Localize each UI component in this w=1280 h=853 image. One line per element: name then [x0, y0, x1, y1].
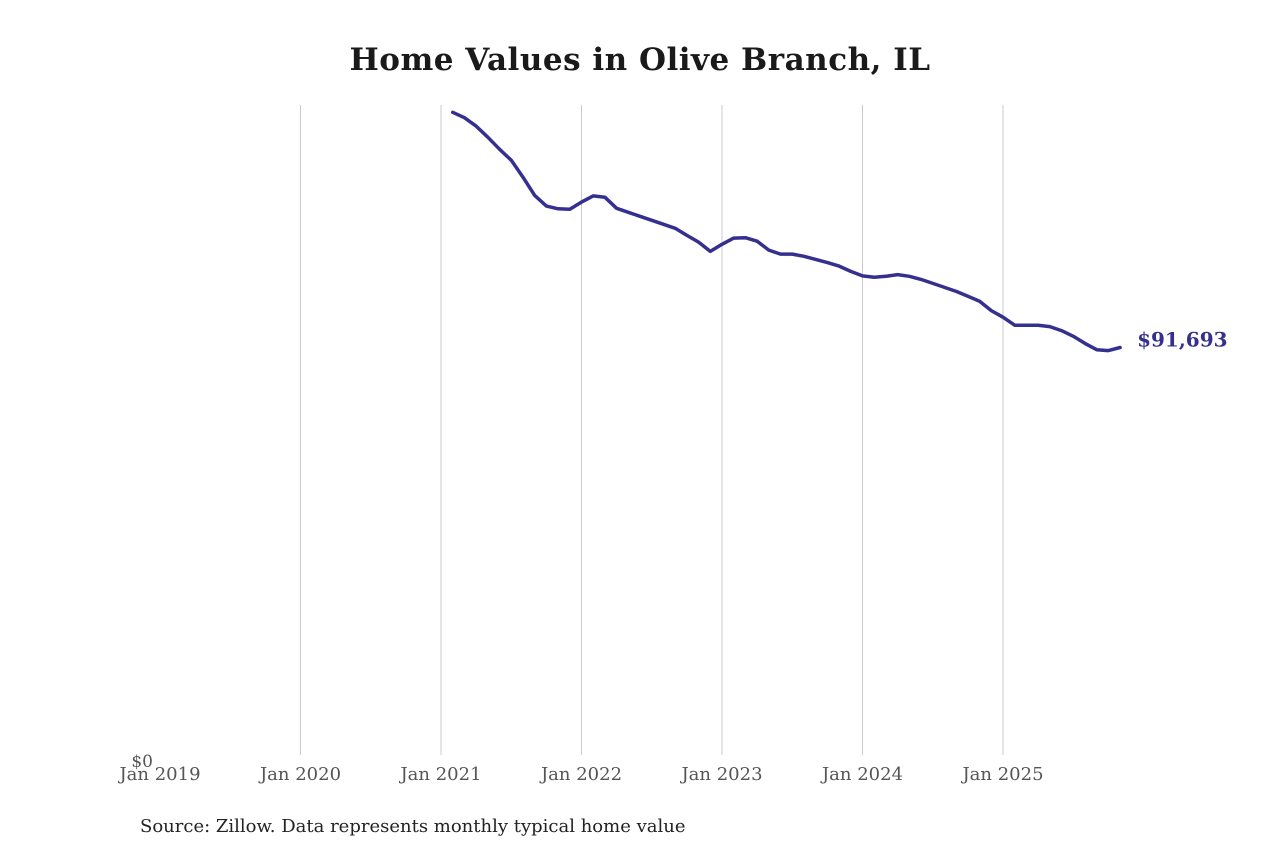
x-tick-label-2021: Jan 2021	[398, 764, 481, 785]
source-note: Source: Zillow. Data represents monthly …	[140, 816, 686, 837]
price-end-label: $91,693	[1137, 327, 1227, 351]
y-zero-label: $0	[131, 752, 153, 772]
x-tick-label-2020: Jan 2020	[258, 764, 341, 785]
x-tick-label-2022: Jan 2022	[539, 764, 622, 785]
x-tick-label-2024: Jan 2024	[820, 764, 903, 785]
home-value-line	[450, 110, 1122, 353]
x-tick-label-2023: Jan 2023	[679, 764, 762, 785]
chart-title: Home Values in Olive Branch, IL	[349, 42, 931, 78]
x-tick-label-2019: Jan 2019	[117, 764, 200, 785]
x-tick-label-2025: Jan 2025	[960, 764, 1043, 785]
